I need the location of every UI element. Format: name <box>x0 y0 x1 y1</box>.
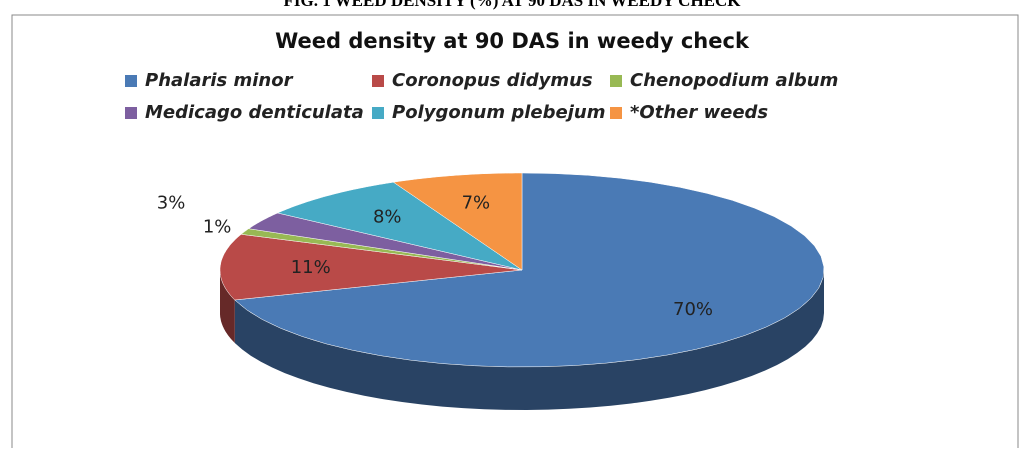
slice <box>247 212 523 271</box>
figure-caption: FIG. 1 WEED DENSITY (%) AT 90 DAS IN WEE… <box>283 0 741 10</box>
legend-label: Polygonum plebejum <box>392 102 605 123</box>
data-label: 7% <box>462 193 491 214</box>
legend-label: Chenopodium album <box>630 70 838 91</box>
legend-swatch <box>372 107 384 119</box>
slice <box>234 172 825 368</box>
legend-swatch <box>125 75 137 87</box>
legend-label: *Other weeds <box>630 102 768 123</box>
chart-title: Weed density at 90 DAS in weedy check <box>275 29 750 53</box>
data-label: 70% <box>673 299 713 320</box>
legend-swatch <box>610 107 622 119</box>
slice <box>240 228 523 271</box>
data-label: 11% <box>291 257 331 278</box>
slice <box>392 172 523 271</box>
slice <box>219 234 523 301</box>
data-label: 3% <box>157 192 186 213</box>
legend-label: Medicago denticulata <box>145 102 364 123</box>
legend-swatch <box>610 75 622 87</box>
legend-swatch <box>125 107 137 119</box>
slice-side <box>220 270 235 343</box>
legend-swatch <box>372 75 384 87</box>
legend-label: Coronopus didymus <box>392 70 593 91</box>
slice-side <box>234 270 825 410</box>
legend-label: Phalaris minor <box>145 70 294 91</box>
data-label: 8% <box>373 207 402 228</box>
data-label: 1% <box>203 217 232 238</box>
slice <box>276 181 523 271</box>
